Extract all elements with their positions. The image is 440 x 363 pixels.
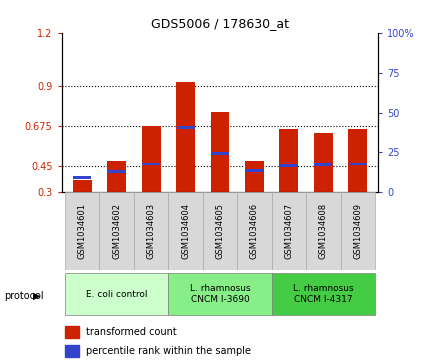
Bar <box>169 192 203 270</box>
Text: protocol: protocol <box>4 291 44 301</box>
Text: GSM1034608: GSM1034608 <box>319 203 328 260</box>
Bar <box>349 163 367 166</box>
Bar <box>314 163 332 166</box>
Text: GSM1034601: GSM1034601 <box>78 203 87 260</box>
Bar <box>245 161 264 192</box>
Text: L. rhamnosus
CNCM I-4317: L. rhamnosus CNCM I-4317 <box>293 284 354 304</box>
Bar <box>108 170 126 172</box>
Bar <box>279 129 298 192</box>
Bar <box>211 152 229 155</box>
Bar <box>341 192 375 270</box>
Bar <box>246 169 264 172</box>
Text: GSM1034607: GSM1034607 <box>284 203 293 260</box>
Bar <box>271 273 375 315</box>
Bar <box>176 82 195 192</box>
Text: GSM1034605: GSM1034605 <box>216 203 224 260</box>
Bar <box>65 345 79 357</box>
Bar <box>99 192 134 270</box>
Bar <box>134 192 169 270</box>
Text: E. coli control: E. coli control <box>86 290 147 298</box>
Bar <box>280 164 298 167</box>
Bar <box>237 192 271 270</box>
Text: ▶: ▶ <box>33 291 40 301</box>
Text: GSM1034604: GSM1034604 <box>181 203 190 260</box>
Bar <box>65 192 99 270</box>
Text: GSM1034603: GSM1034603 <box>147 203 156 260</box>
Bar <box>73 180 92 192</box>
Title: GDS5006 / 178630_at: GDS5006 / 178630_at <box>151 17 289 30</box>
Text: GSM1034602: GSM1034602 <box>112 203 121 260</box>
Bar <box>65 326 79 338</box>
Text: GSM1034609: GSM1034609 <box>353 203 362 260</box>
Bar <box>73 176 91 179</box>
Bar <box>314 133 333 192</box>
Text: transformed count: transformed count <box>86 327 177 337</box>
Text: percentile rank within the sample: percentile rank within the sample <box>86 346 251 356</box>
Text: L. rhamnosus
CNCM I-3690: L. rhamnosus CNCM I-3690 <box>190 284 250 304</box>
Bar <box>348 129 367 192</box>
Bar <box>306 192 341 270</box>
Text: GSM1034606: GSM1034606 <box>250 203 259 260</box>
Bar <box>142 163 160 166</box>
Bar <box>107 161 126 192</box>
Bar <box>203 192 237 270</box>
Bar <box>142 126 161 192</box>
Bar <box>210 112 230 192</box>
Bar <box>169 273 271 315</box>
Bar <box>176 126 194 129</box>
Bar <box>65 273 169 315</box>
Bar <box>271 192 306 270</box>
